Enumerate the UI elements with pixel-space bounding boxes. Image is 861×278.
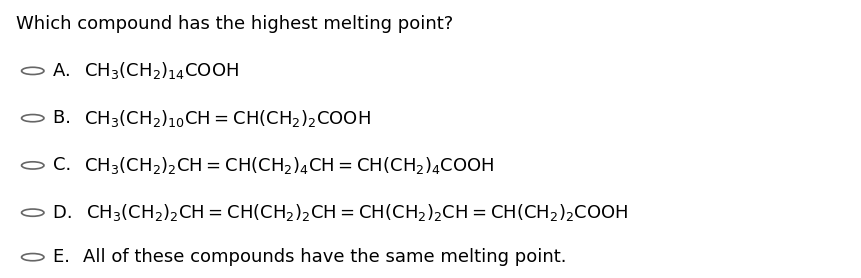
Text: B.: B. <box>53 109 77 127</box>
Text: All of these compounds have the same melting point.: All of these compounds have the same mel… <box>83 248 566 266</box>
Text: C.: C. <box>53 157 77 174</box>
Text: $\mathregular{CH_3(CH_2)_{14}COOH}$: $\mathregular{CH_3(CH_2)_{14}COOH}$ <box>84 60 238 81</box>
Text: D.: D. <box>53 204 78 222</box>
Text: $\mathregular{CH_3(CH_2)_2CH{=}CH(CH_2)_2CH{=}CH(CH_2)_2CH{=}CH(CH_2)_2COOH}$: $\mathregular{CH_3(CH_2)_2CH{=}CH(CH_2)_… <box>86 202 628 223</box>
Text: Which compound has the highest melting point?: Which compound has the highest melting p… <box>15 15 452 33</box>
Text: $\mathregular{CH_3(CH_2)_{10}CH{=}CH(CH_2)_2COOH}$: $\mathregular{CH_3(CH_2)_{10}CH{=}CH(CH_… <box>84 108 370 129</box>
Text: $\mathregular{CH_3(CH_2)_2CH{=}CH(CH_2)_4CH{=}CH(CH_2)_4COOH}$: $\mathregular{CH_3(CH_2)_2CH{=}CH(CH_2)_… <box>84 155 494 176</box>
Text: E.: E. <box>53 248 76 266</box>
Text: A.: A. <box>53 62 77 80</box>
